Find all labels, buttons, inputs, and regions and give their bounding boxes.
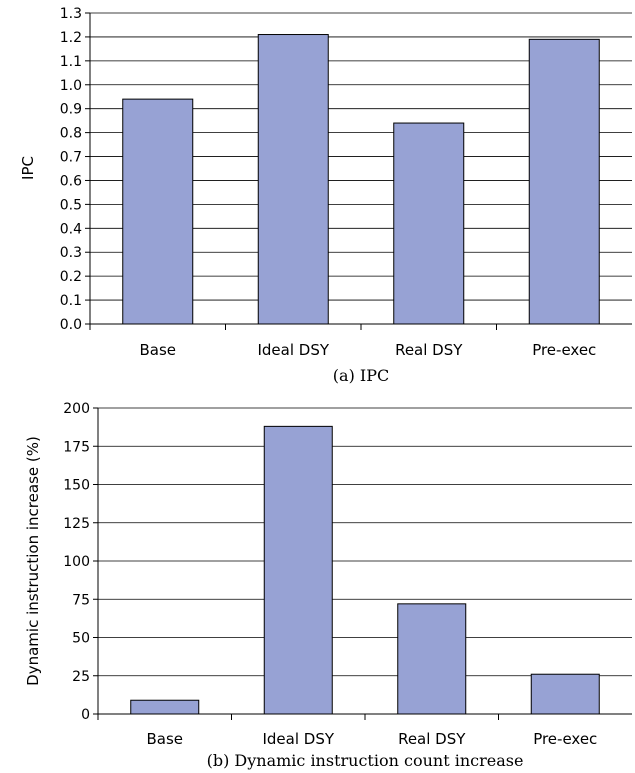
y-axis-title: IPC <box>19 156 37 180</box>
y-tick-label: 0.2 <box>60 269 82 285</box>
bar <box>393 122 465 325</box>
y-tick-label: 125 <box>63 516 90 532</box>
y-tick-label: 1.2 <box>60 30 82 46</box>
bar <box>130 699 200 715</box>
y-tick-label: 0 <box>81 707 90 723</box>
x-category-label: Ideal DSY <box>262 730 334 748</box>
x-category-label: Real DSY <box>395 341 463 359</box>
x-category-label: Base <box>146 730 183 748</box>
x-category-label: Pre-exec <box>532 341 596 359</box>
bar <box>263 425 333 715</box>
x-category-label: Real DSY <box>398 730 466 748</box>
y-tick-label: 1.1 <box>60 54 82 70</box>
chart-caption: (a) IPC <box>333 366 389 385</box>
y-tick-label: 175 <box>63 439 90 455</box>
y-tick-label: 0.5 <box>60 197 82 213</box>
y-tick-label: 25 <box>72 669 90 685</box>
y-tick-label: 0.0 <box>60 317 82 333</box>
y-tick-label: 0.9 <box>60 102 82 118</box>
x-category-label: Base <box>139 341 176 359</box>
y-tick-label: 150 <box>63 478 90 494</box>
x-category-label: Ideal DSY <box>257 341 329 359</box>
y-tick-label: 0.3 <box>60 245 82 261</box>
chart-caption: (b) Dynamic instruction count increase <box>207 751 524 770</box>
bar <box>122 98 194 325</box>
y-axis-title: Dynamic instruction increase (%) <box>24 436 42 686</box>
y-tick-label: 1.0 <box>60 78 82 94</box>
y-tick-label: 1.3 <box>60 6 82 22</box>
bar <box>397 603 467 715</box>
y-tick-label: 100 <box>63 554 90 570</box>
x-category-label: Pre-exec <box>533 730 597 748</box>
y-tick-label: 0.4 <box>60 221 82 237</box>
bar <box>528 38 600 325</box>
bar <box>530 673 600 715</box>
instruction-increase-chart: 0 25 50 75 100 125 150 175 200 Base Ideal DSY Real … <box>24 401 632 770</box>
y-tick-label: 0.1 <box>60 293 82 309</box>
y-tick-label: 0.6 <box>60 173 82 189</box>
y-tick-label: 0.8 <box>60 126 82 142</box>
ipc-chart: 0.0 0.1 0.2 0.3 0.4 0.5 0.6 0.7 0.8 0.9 1.0 1.1 1.2 1… <box>19 6 632 385</box>
y-tick-label: 50 <box>72 631 90 647</box>
y-tick-label: 0.7 <box>60 150 82 166</box>
y-tick-label: 75 <box>72 592 90 608</box>
bar <box>257 34 329 325</box>
y-tick-label: 200 <box>63 401 90 417</box>
